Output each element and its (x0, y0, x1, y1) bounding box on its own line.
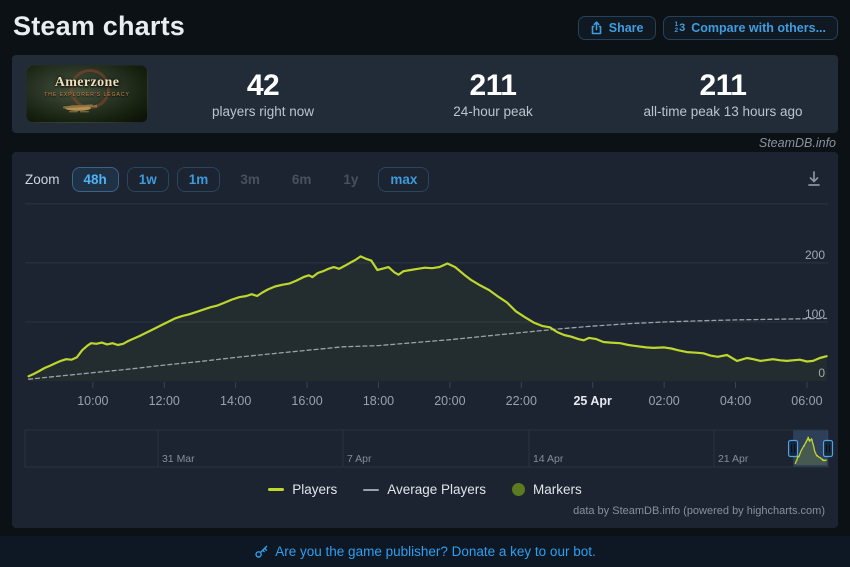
y-tick-label: 200 (805, 248, 825, 262)
y-axis-labels: 0 100 200 (805, 248, 825, 380)
stat-players-now: 42 players right now (148, 69, 378, 119)
stat-24h-peak-value: 211 (469, 69, 517, 102)
legend-label-players: Players (292, 482, 338, 497)
x-tick-label: 10:00 (77, 394, 108, 408)
legend-item-players[interactable]: Players (268, 482, 337, 497)
legend-item-average-players[interactable]: Average Players (363, 482, 486, 497)
x-tick-label: 25 Apr (573, 394, 612, 408)
game-title: Amerzone (54, 75, 120, 90)
zoom-range-1y: 1y (331, 167, 370, 192)
donate-key-link[interactable]: Are you the game publisher? Donate a key… (254, 544, 596, 559)
navigator-date-label: 14 Apr (533, 453, 564, 465)
x-tick-label: 16:00 (291, 394, 322, 408)
x-tick-label: 12:00 (149, 394, 180, 408)
seaplane-illustration (63, 104, 97, 113)
zoom-range-1w[interactable]: 1w (126, 167, 169, 192)
legend-label-markers: Markers (533, 482, 582, 497)
chart-navigator[interactable]: 31 Mar 7 Apr 14 Apr 21 Apr (24, 429, 834, 468)
zoom-range-6m: 6m (280, 167, 324, 192)
navigator-preview-line (794, 436, 827, 465)
legend-label-average-players: Average Players (387, 482, 487, 497)
zoom-toolbar: Zoom 48h 1w 1m 3m 6m 1y max (25, 167, 430, 192)
legend-swatch-players (268, 488, 285, 491)
zoom-range-max[interactable]: max (378, 167, 430, 192)
players-chart: 0 100 200 10:00 12:00 14:00 16:00 18:00 20:00 22:… (24, 203, 834, 468)
y-gridlines (25, 203, 828, 323)
share-button[interactable]: Share (577, 16, 656, 40)
game-capsule: Amerzone THE EXPLORER'S LEGACY (26, 65, 148, 123)
zoom-range-48h[interactable]: 48h (71, 167, 119, 192)
x-tick-label: 04:00 (720, 394, 751, 408)
steamdb-watermark: SteamDB.info (758, 136, 836, 150)
y-tick-label: 0 (818, 366, 825, 380)
chart-panel: Zoom 48h 1w 1m 3m 6m 1y max 0 100 200 10:00… (12, 152, 838, 528)
donate-key-link-text: Are you the game publisher? Donate a key… (275, 544, 596, 559)
x-tick-label: 02:00 (648, 394, 679, 408)
x-tick-label: 14:00 (220, 394, 251, 408)
x-tick-label: 06:00 (791, 394, 822, 408)
download-icon (808, 171, 820, 186)
share-button-label: Share (608, 21, 644, 35)
navigator-date-label: 31 Mar (162, 453, 195, 465)
zoom-range-3m: 3m (228, 167, 272, 192)
series-players (27, 255, 828, 381)
footer-bar: Are you the game publisher? Donate a key… (0, 536, 850, 567)
navigator-date-label: 7 Apr (347, 453, 372, 465)
legend-swatch-markers (512, 483, 526, 496)
x-axis: 10:00 12:00 14:00 16:00 18:00 20:00 22:00 25 Ap… (77, 382, 823, 408)
stat-alltime-peak-value: 211 (699, 69, 747, 102)
stat-24h-peak: 211 24-hour peak (378, 69, 608, 119)
stat-24h-peak-label: 24-hour peak (453, 104, 533, 119)
x-tick-label: 20:00 (434, 394, 465, 408)
key-icon (255, 545, 268, 558)
stats-panel: Amerzone THE EXPLORER'S LEGACY 42 player… (12, 55, 838, 133)
chart-legend: Players Average Players Markers (12, 482, 838, 497)
navigator-handle-left[interactable] (787, 439, 799, 458)
legend-swatch-average-players (363, 488, 380, 491)
stat-alltime-peak-label: all-time peak 13 hours ago (643, 104, 803, 119)
stat-alltime-peak: 211 all-time peak 13 hours ago (608, 69, 838, 119)
zoom-label: Zoom (25, 172, 60, 187)
navigator-selection[interactable] (793, 430, 828, 467)
zoom-range-1m[interactable]: 1m (176, 167, 221, 192)
compare-button-label: Compare with others... (691, 21, 826, 35)
stat-players-now-label: players right now (211, 104, 315, 119)
export-download-button[interactable] (802, 167, 826, 191)
game-subtitle: THE EXPLORER'S LEGACY (44, 92, 130, 98)
series-average-players (27, 317, 828, 380)
x-tick-label: 18:00 (363, 394, 394, 408)
legend-item-markers[interactable]: Markers (512, 482, 582, 497)
navigator-handle-right[interactable] (822, 439, 834, 458)
navigator-date-label: 21 Apr (718, 453, 749, 465)
y-tick-label: 100 (805, 307, 825, 321)
share-icon (591, 21, 602, 35)
chart-credits: data by SteamDB.info (powered by highcha… (573, 505, 825, 517)
page-title: Steam charts (13, 11, 185, 41)
stat-players-now-value: 42 (246, 69, 280, 102)
x-tick-label: 22:00 (506, 394, 537, 408)
